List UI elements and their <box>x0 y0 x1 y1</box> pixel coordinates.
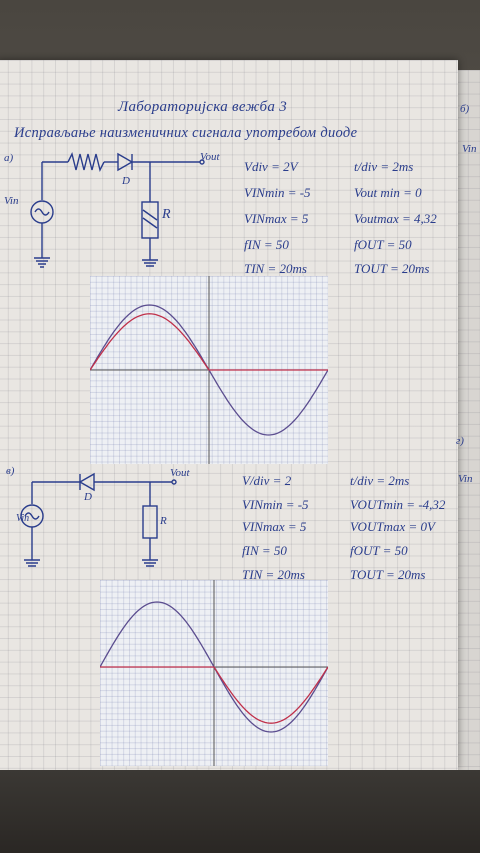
param-b-tin: TIN = 20ms <box>242 567 305 582</box>
param-b-fin: fIN = 50 <box>242 543 287 558</box>
scope-a-plot <box>90 276 328 464</box>
param-b-vdiv: V/div = 2 <box>242 473 292 488</box>
param-a-vin-min: VINmin = -5 <box>244 185 311 200</box>
param-b-tdiv: t/div = 2ms <box>350 473 410 488</box>
circuit-a-vin-label: Vin <box>4 195 19 207</box>
circuit-a-diagram: Vin Vout D R <box>0 150 240 275</box>
circuit-a-schematic <box>30 151 205 268</box>
circuit-b-vin-label: Vin <box>16 513 30 524</box>
circuit-a-vout-label: Vout <box>200 151 220 163</box>
section-marker-v: в) <box>6 465 15 477</box>
page-subtitle: Исправљање наизменичних сигнала употребо… <box>14 125 358 141</box>
param-b-vin-max: VINmax = 5 <box>242 519 307 534</box>
param-a-vout-min: Vout min = 0 <box>354 185 422 200</box>
section-marker-g: г) <box>456 435 464 447</box>
circuit-b-diagram: Vin Vout D R <box>10 466 240 576</box>
param-a-tdiv: t/div = 2ms <box>354 159 414 174</box>
param-a-tin: TIN = 20ms <box>244 261 307 276</box>
param-a-fout: fOUT = 50 <box>354 237 412 252</box>
section-marker-a: а) <box>4 152 14 164</box>
scope-a-output-trace <box>90 313 328 371</box>
circuit-b-resistor-label: R <box>160 515 167 527</box>
param-b-vout-min: VOUTmin = -4,32 <box>350 497 446 512</box>
table-surface <box>0 770 480 853</box>
next-page-vin-label-1: Vin <box>462 143 477 155</box>
param-b-vin-min: VINmin = -5 <box>242 497 309 512</box>
param-a-fin: fIN = 50 <box>244 237 289 252</box>
scope-b-output-trace <box>100 666 328 724</box>
section-marker-b: б) <box>460 103 470 115</box>
oscilloscope-printout-b <box>100 580 328 766</box>
circuit-b-vout-label: Vout <box>170 467 190 479</box>
circuit-b-diode-label: D <box>84 491 92 503</box>
param-b-tout: TOUT = 20ms <box>350 567 426 582</box>
param-a-tout: TOUT = 20ms <box>354 261 430 276</box>
circuit-b-schematic <box>20 472 177 567</box>
adjacent-page <box>456 70 480 770</box>
param-a-vdiv: Vdiv = 2V <box>244 159 298 174</box>
scope-b-plot <box>100 580 328 766</box>
param-a-vout-max: Voutmax = 4,32 <box>354 211 437 226</box>
circuit-a-resistor-label: R <box>162 207 171 222</box>
oscilloscope-printout-a <box>90 276 328 464</box>
param-b-vout-max: VOUTmax = 0V <box>350 519 435 534</box>
circuit-a-diode-label: D <box>122 175 130 187</box>
next-page-vin-label-2: Vin <box>458 473 473 485</box>
page-title: Лабораторијска вежба 3 <box>118 99 287 115</box>
param-a-vin-max: VINmax = 5 <box>244 211 309 226</box>
param-b-fout: fOUT = 50 <box>350 543 408 558</box>
